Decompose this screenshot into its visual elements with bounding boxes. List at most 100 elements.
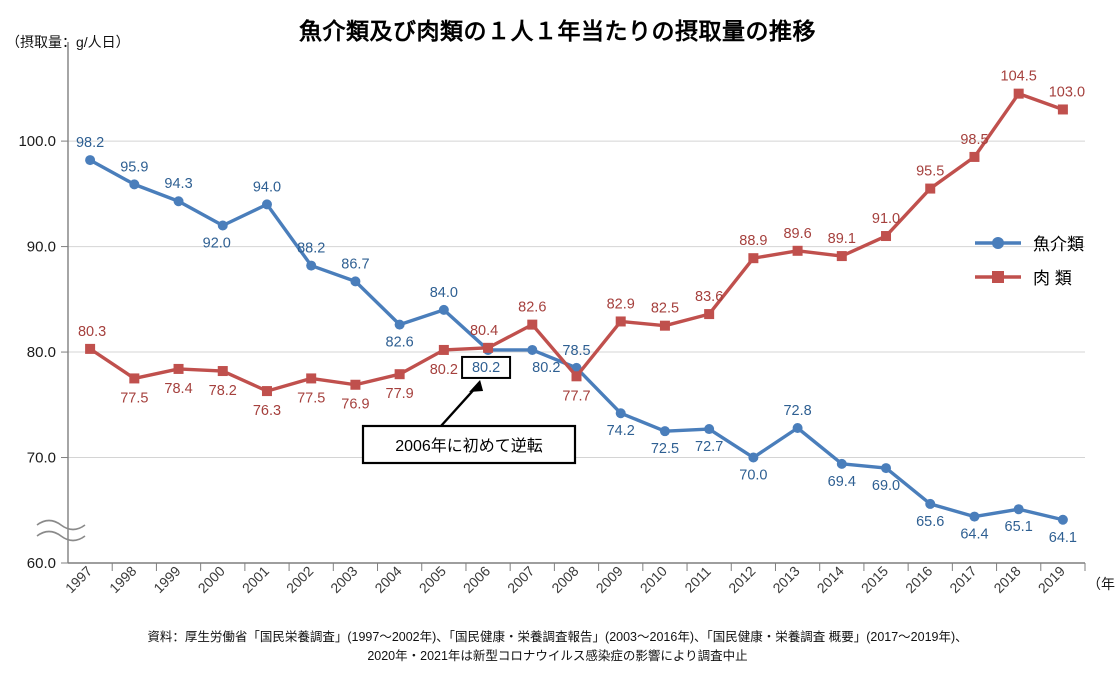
annotation-leader-line <box>440 384 479 427</box>
data-label-meat: 77.5 <box>120 390 148 406</box>
data-label-fish: 82.6 <box>386 335 414 351</box>
data-label-meat: 88.9 <box>739 233 767 249</box>
data-label-meat: 89.6 <box>783 226 811 242</box>
data-point <box>792 245 803 256</box>
footnote-line-2: 2020年・2021年は新型コロナウイルス感染症の影響により調査中止 <box>367 649 748 664</box>
data-label-fish: 69.4 <box>828 474 856 490</box>
chart-title: 魚介類及び肉類の１人１年当たりの摂取量の推移 <box>299 18 816 44</box>
data-label-meat: 83.6 <box>695 289 723 305</box>
y-axis-tick-label: 90.0 <box>27 239 56 256</box>
data-point <box>350 379 361 390</box>
data-point <box>1057 104 1068 115</box>
data-label-fish: 92.0 <box>203 235 231 251</box>
x-axis-tick-label: 2003 <box>327 563 360 596</box>
data-label-fish: 88.2 <box>297 241 325 257</box>
data-point <box>1013 504 1024 515</box>
data-label-meat: 77.9 <box>386 386 414 402</box>
data-point <box>571 371 582 382</box>
data-point <box>792 422 803 433</box>
data-point <box>173 363 184 374</box>
data-point <box>85 343 96 354</box>
x-axis-tick-label: 2000 <box>195 563 228 596</box>
data-label-meat: 78.4 <box>164 381 192 397</box>
x-axis-tick-label: 1997 <box>62 563 95 596</box>
data-point <box>969 511 980 522</box>
data-label-meat: 82.5 <box>651 301 679 317</box>
data-point <box>85 155 96 166</box>
x-axis-tick-label: 2015 <box>858 563 891 596</box>
data-label-fish: 64.4 <box>960 527 988 543</box>
footnote-line-1: 資料：厚生労働省「国民栄養調査」(1997〜2002年)、「国民健康・栄養調査報… <box>147 630 968 644</box>
x-axis-tick-label: 1998 <box>106 563 139 596</box>
data-label-fish: 94.3 <box>164 176 192 192</box>
data-point <box>704 309 715 320</box>
data-point <box>527 319 538 330</box>
data-point <box>394 369 405 380</box>
data-label-meat: 82.6 <box>518 300 546 316</box>
x-axis-tick-label: 2011 <box>681 563 714 596</box>
data-label-meat: 103.0 <box>1049 84 1085 100</box>
data-label-meat: 104.5 <box>1001 69 1037 85</box>
legend-label-1: 肉 類 <box>1033 269 1072 288</box>
legend-marker-circle <box>992 237 1004 249</box>
y-axis-break-symbol <box>36 519 86 542</box>
x-axis-tick-label: 2018 <box>990 563 1023 596</box>
x-axis-unit-label: （年） <box>1087 576 1115 592</box>
y-axis-tick-label: 100.0 <box>18 133 56 150</box>
data-point <box>261 386 272 397</box>
x-axis-tick-label: 2009 <box>593 563 626 596</box>
data-label-fish: 98.2 <box>76 135 104 151</box>
y-axis-tick-label: 60.0 <box>27 555 56 572</box>
x-axis-tick-label: 2004 <box>371 563 404 596</box>
data-label-fish: 65.1 <box>1005 519 1033 535</box>
x-axis-tick-label: 2019 <box>1035 563 1068 596</box>
data-label-fish: 86.7 <box>341 256 369 272</box>
legend-marker-square <box>992 271 1004 283</box>
data-point <box>836 458 847 469</box>
x-axis-tick-label: 2007 <box>504 563 537 596</box>
data-point <box>1013 88 1024 99</box>
data-label-fish: 70.0 <box>739 468 767 484</box>
data-point <box>659 320 670 331</box>
x-axis-tick-label: 2005 <box>416 563 449 596</box>
y-axis-tick-label: 70.0 <box>27 450 56 467</box>
data-label-meat: 91.0 <box>872 211 900 227</box>
data-label-meat: 89.1 <box>828 231 856 247</box>
data-label-fish: 64.1 <box>1049 530 1077 546</box>
data-label-meat: 76.3 <box>253 403 281 419</box>
data-label-fish: 78.5 <box>562 343 590 359</box>
x-axis-tick-label: 2008 <box>548 563 581 596</box>
legend-label-0: 魚介類 <box>1033 235 1084 254</box>
data-label-fish: 80.2 <box>532 360 560 376</box>
data-label-fish: 74.2 <box>607 423 635 439</box>
chart-source-footnote: 資料：厚生労働省「国民栄養調査」(1997〜2002年)、「国民健康・栄養調査報… <box>0 628 1115 667</box>
x-axis-tick-label: 2012 <box>725 563 758 596</box>
data-point <box>129 373 140 384</box>
data-label-fish: 65.6 <box>916 514 944 530</box>
data-point <box>217 366 228 377</box>
data-point <box>483 342 494 353</box>
y-axis-tick-label: 80.0 <box>27 344 56 361</box>
data-point <box>748 452 759 463</box>
data-label-meat: 80.4 <box>470 323 498 339</box>
data-point <box>925 183 936 194</box>
data-label-fish: 95.9 <box>120 159 148 175</box>
data-point <box>881 231 892 242</box>
data-label-fish: 72.8 <box>783 403 811 419</box>
data-point <box>306 373 317 384</box>
data-point <box>615 408 626 419</box>
x-axis-tick-label: 2010 <box>637 563 670 596</box>
data-label-meat: 98.5 <box>960 132 988 148</box>
data-label-fish: 72.7 <box>695 439 723 455</box>
x-axis-tick-label: 2014 <box>814 563 847 596</box>
data-label-fish: 72.5 <box>651 441 679 457</box>
data-label-meat: 77.5 <box>297 390 325 406</box>
data-point <box>438 344 449 355</box>
series-line-fish <box>88 158 1065 522</box>
data-label-fish: 80.2 <box>472 360 500 376</box>
data-label-fish: 69.0 <box>872 478 900 494</box>
annotation-arrowhead <box>469 379 484 392</box>
data-point <box>748 253 759 264</box>
data-label-meat: 77.7 <box>562 388 590 404</box>
